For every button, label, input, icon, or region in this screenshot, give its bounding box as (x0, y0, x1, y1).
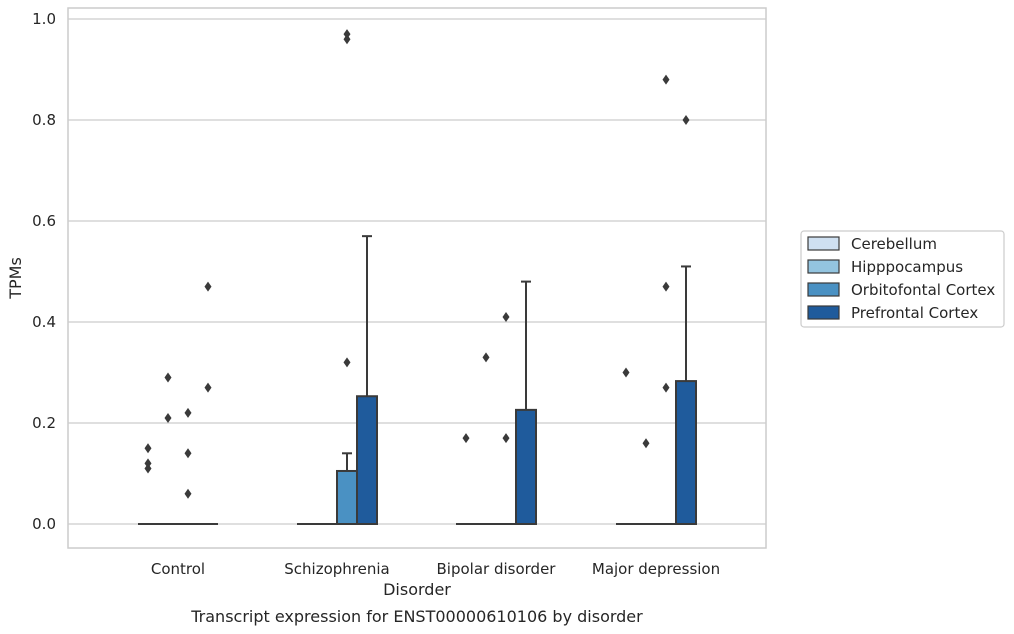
outlier-point (622, 367, 630, 378)
legend-swatch (807, 282, 840, 297)
box (336, 469, 358, 526)
outlier-point (144, 443, 152, 454)
y-axis-title: TPMs (6, 257, 25, 300)
series-orbitofontal-cortex (178, 29, 676, 526)
outlier-point (662, 382, 670, 393)
outlier-point (502, 311, 510, 322)
outlier-point (343, 357, 351, 368)
outlier-point (184, 488, 192, 499)
x-tick-label: Major depression (592, 560, 720, 578)
outlier-point (184, 407, 192, 418)
legend-label: Orbitofontal Cortex (851, 281, 995, 299)
outlier-point (164, 412, 172, 423)
y-tick-label: 0.2 (32, 414, 56, 432)
legend-swatch (807, 236, 840, 251)
outlier-point (662, 74, 670, 85)
outlier-point (682, 115, 690, 125)
outlier-point (343, 29, 351, 40)
box (515, 408, 537, 525)
outlier-point (502, 433, 510, 444)
y-tick-label: 0.0 (32, 515, 56, 533)
outlier-point (184, 448, 192, 459)
legend-label: Cerebellum (851, 235, 937, 253)
outlier-point (642, 438, 650, 449)
legend-frame (800, 230, 1005, 328)
x-axis-title: Disorder (383, 580, 451, 599)
legend-swatch (807, 259, 840, 274)
outlier-point (204, 382, 212, 393)
x-tick-label: Bipolar disorder (437, 560, 557, 578)
y-tick-label: 0.4 (32, 313, 56, 331)
x-tick-label: Schizophrenia (284, 560, 389, 578)
x-axis-ticks: Control Schizophrenia Bipolar disorder Majo… (151, 560, 720, 578)
outlier-point (144, 458, 152, 469)
plot-area (138, 29, 697, 526)
outlier-point (343, 34, 351, 45)
outlier-point (204, 281, 212, 292)
outlier-point (164, 372, 172, 383)
y-tick-label: 0.8 (32, 111, 56, 129)
y-tick-label: 0.6 (32, 212, 56, 230)
x-tick-label: Control (151, 560, 205, 578)
legend-swatch (807, 305, 840, 320)
outlier-point (662, 281, 670, 292)
legend-label: Prefrontal Cortex (851, 304, 978, 322)
grid-lines (68, 18, 766, 525)
box (675, 380, 697, 525)
figure-caption: Transcript expression for ENST0000061010… (190, 607, 643, 626)
series-cerebellum (138, 367, 636, 525)
box (356, 395, 378, 525)
series-prefrontal-cortex (198, 115, 697, 525)
legend-label: Hipppocampus (851, 258, 963, 276)
outlier-point (144, 463, 152, 474)
series-hipppocampus (158, 352, 656, 525)
legend: Cerebellum Hipppocampus Orbitofontal Corte… (800, 230, 1005, 328)
outlier-point (462, 433, 470, 444)
y-tick-label: 1.0 (32, 10, 56, 28)
outlier-point (482, 352, 490, 363)
y-axis-ticks: 0.0 0.2 0.4 0.6 0.8 1.0 (32, 10, 56, 533)
plot-frame (67, 7, 767, 549)
